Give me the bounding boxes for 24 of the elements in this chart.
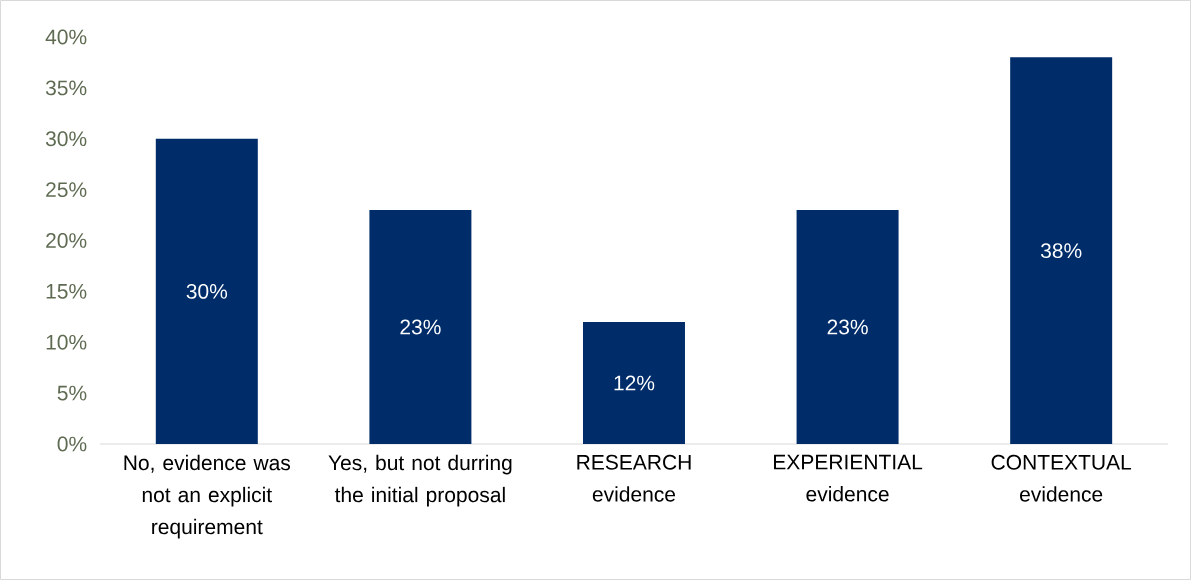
data-label: 12% — [614, 375, 655, 391]
bar — [1010, 57, 1113, 444]
y-tick-label: 30% — [45, 131, 87, 147]
y-tick-label: 20% — [46, 233, 87, 248]
data-label: 23% — [827, 319, 868, 335]
x-tick-label: EXPERIENTIAL evidence — [774, 454, 923, 502]
bar — [582, 321, 685, 444]
x-tick-label: RESEARCH evidence — [577, 454, 691, 502]
y-tick-label: 5% — [57, 385, 87, 401]
y-tick-label: 15% — [46, 283, 87, 299]
bar — [796, 209, 899, 444]
bar — [155, 138, 258, 444]
x-tick-label: CONTEXTUAL evidence — [991, 454, 1132, 502]
bar — [369, 209, 472, 444]
y-tick-label: 35% — [45, 80, 87, 96]
y-tick-label: 10% — [46, 334, 87, 350]
x-tick-label: Yes, but not durring the initial proposal — [328, 454, 512, 507]
y-tick-label: 25% — [46, 182, 87, 198]
data-label: 23% — [400, 319, 441, 335]
data-label: 38% — [1040, 243, 1082, 259]
y-tick-label: 40% — [45, 29, 87, 45]
x-tick-label: No, evidence was not an explicit requirement — [124, 454, 291, 539]
y-tick-label: 0% — [57, 436, 87, 452]
data-label: 30% — [186, 283, 228, 299]
